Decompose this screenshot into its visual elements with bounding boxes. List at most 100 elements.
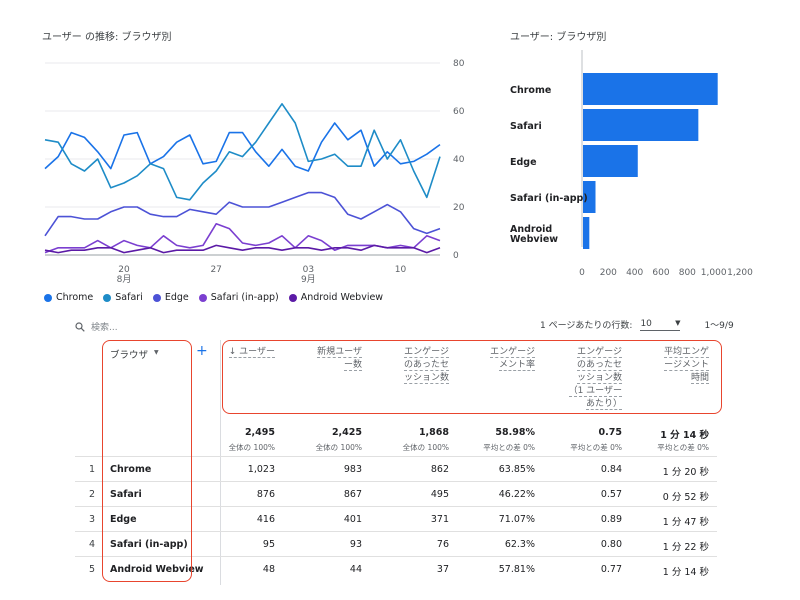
- rows-per-page-select[interactable]: 10 ▼: [640, 318, 681, 331]
- y-tick-label: 20: [453, 203, 465, 213]
- legend-label: Chrome: [56, 292, 94, 303]
- y-tick-label: 0: [453, 251, 459, 261]
- series-line-chrome: [44, 122, 441, 172]
- metric-cell: 1 分 47 秒: [662, 517, 709, 528]
- metric-cell: 57.81%: [498, 564, 535, 575]
- search-icon: [75, 321, 85, 332]
- metric-header[interactable]: エンゲージメント率: [455, 346, 535, 372]
- bar-safari-in-app-: [583, 181, 596, 213]
- metric-cell: 867: [343, 489, 362, 500]
- x-tick-label: 1,200: [727, 268, 753, 278]
- table-row[interactable]: 4 Safari (in-app) 95 93 76 62.3% 0.80 1 分 22 秒: [75, 531, 717, 556]
- total-subtext: 平均との差 0%: [570, 443, 622, 452]
- x-tick-label: 1,000: [701, 268, 727, 278]
- legend-item-android-webview[interactable]: Android Webview: [288, 292, 384, 303]
- table-search[interactable]: 検索...: [75, 320, 118, 333]
- metric-cell: 62.3%: [504, 539, 535, 550]
- metric-cell: 0.89: [600, 514, 622, 525]
- browser-name: Safari (in-app): [110, 539, 188, 550]
- x-tick-day: 10: [395, 265, 407, 275]
- total-value: 2,425: [331, 427, 362, 438]
- total-value: 1,868: [418, 427, 449, 438]
- metric-cell: 983: [343, 464, 362, 475]
- bar-android-webview: [583, 217, 590, 249]
- series-line-android-webview: [44, 244, 441, 254]
- metric-cell: 0.77: [600, 564, 622, 575]
- metric-header[interactable]: 新規ユーザー数: [282, 346, 362, 372]
- legend-dot: [288, 293, 297, 302]
- legend-label: Android Webview: [300, 292, 384, 303]
- legend-item-safari-in-app[interactable]: Safari (in-app): [198, 292, 279, 303]
- table-row[interactable]: 2 Safari 876 867 495 46.22% 0.57 0 分 52 秒: [75, 481, 717, 506]
- y-tick-label: 60: [453, 107, 465, 117]
- total-value: 1 分 14 秒: [660, 430, 709, 441]
- legend-item-safari[interactable]: Safari: [103, 292, 143, 303]
- row-index: 2: [88, 489, 95, 500]
- rows-per-page-value: 10: [640, 318, 652, 329]
- metric-header-line: メント率: [498, 360, 535, 371]
- table-row[interactable]: 1 Chrome 1,023 983 862 63.85% 0.84 1 分 20 秒: [75, 456, 717, 481]
- metric-cell: 46.22%: [498, 489, 535, 500]
- bar-chart-title: ユーザー: ブラウザ別: [510, 32, 607, 43]
- x-tick-month: 9月: [301, 274, 316, 285]
- bar-category-label: Webview: [510, 234, 558, 245]
- line-chart-legend: Chrome Safari Edge Safari (in-app) Andro…: [44, 292, 383, 303]
- dimension-header[interactable]: ブラウザ ▼: [110, 347, 159, 361]
- metric-header-line: ージメント: [664, 360, 709, 371]
- table-row[interactable]: 3 Edge 416 401 371 71.07% 0.89 1 分 47 秒: [75, 506, 717, 531]
- metric-header[interactable]: ↓ ユーザー: [195, 346, 275, 359]
- bar-chrome: [583, 73, 718, 105]
- metric-header-line: ー数: [343, 360, 362, 371]
- x-tick-label: 400: [626, 268, 643, 278]
- metric-header[interactable]: エンゲージ のあったセ ッション数 （1 ユーザー あたり）: [542, 346, 622, 411]
- metric-header[interactable]: エンゲージ のあったセ ッション数: [369, 346, 449, 385]
- total-subtext: 全体の 100%: [228, 443, 275, 452]
- x-tick-day: 27: [210, 265, 221, 275]
- series-line-edge: [44, 191, 441, 237]
- metric-cell: 371: [430, 514, 449, 525]
- highlight-dimension-column: [102, 340, 192, 582]
- metric-cell: 93: [349, 539, 362, 550]
- metric-header-line: （1 ユーザー: [568, 386, 622, 397]
- metric-cell: 1 分 20 秒: [662, 467, 709, 478]
- page-range: 1〜9/9: [704, 321, 734, 331]
- metric-header-line: あたり）: [585, 399, 622, 410]
- browser-name: Edge: [110, 514, 137, 525]
- legend-item-chrome[interactable]: Chrome: [44, 292, 93, 303]
- x-tick-day: 03: [303, 265, 314, 275]
- legend-item-edge[interactable]: Edge: [152, 292, 189, 303]
- metric-cell: 0 分 52 秒: [662, 492, 709, 503]
- total-value: 58.98%: [495, 427, 535, 438]
- total-subtext: 全体の 100%: [315, 443, 362, 452]
- x-tick-label: 200: [600, 268, 617, 278]
- metric-header[interactable]: 平均エンゲ ージメント 時間: [629, 346, 709, 385]
- metric-header-line: 新規ユーザ: [317, 347, 362, 358]
- metric-cell: 95: [262, 539, 275, 550]
- browser-name: Chrome: [110, 464, 152, 475]
- x-tick-label: 0: [579, 268, 585, 278]
- metric-cell: 37: [436, 564, 449, 575]
- metric-cell: 76: [436, 539, 449, 550]
- bar-safari: [583, 109, 699, 141]
- search-input[interactable]: 検索...: [91, 323, 118, 333]
- bar-category-label: Safari: [510, 121, 542, 132]
- x-tick-label: 600: [652, 268, 669, 278]
- metric-cell: 48: [262, 564, 275, 575]
- add-dimension-button[interactable]: +: [196, 343, 208, 359]
- line-chart-title: ユーザー の推移: ブラウザ別: [42, 32, 172, 43]
- table-row[interactable]: 5 Android Webview 48 44 37 57.81% 0.77 1 分 14 秒: [75, 556, 717, 581]
- metric-cell: 0.84: [600, 464, 622, 475]
- total-subtext: 平均との差 0%: [657, 443, 709, 452]
- row-index: 1: [88, 464, 95, 475]
- total-subtext: 全体の 100%: [402, 443, 449, 452]
- column-divider: [220, 340, 221, 585]
- sort-dropdown-icon: ▼: [154, 349, 159, 356]
- metric-header-line: エンゲージ: [490, 347, 535, 358]
- browser-name: Safari: [110, 489, 142, 500]
- dimension-header-label: ブラウザ: [110, 350, 149, 361]
- users-by-browser-bar-chart: Chrome Safari Edge Safari (in-app) AndroidWe…: [510, 50, 753, 278]
- metric-header-line: 時間: [690, 373, 709, 384]
- x-tick-day: 20: [118, 265, 130, 275]
- highlight-metric-headers: [222, 340, 722, 414]
